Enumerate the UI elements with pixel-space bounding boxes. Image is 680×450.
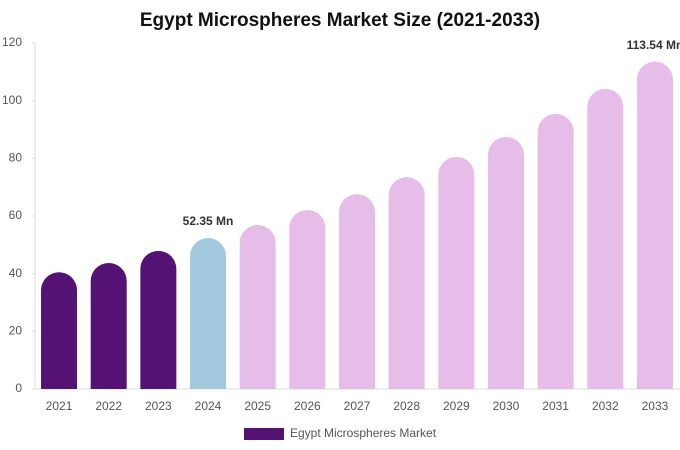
- x-tick-label: 2023: [145, 399, 172, 413]
- x-tick-label: 2033: [642, 399, 669, 413]
- bar: [239, 224, 276, 389]
- y-tick-label: 60: [9, 208, 23, 222]
- y-tick-label: 20: [9, 324, 23, 338]
- legend-label: Egypt Microspheres Market: [290, 426, 437, 440]
- chart-title: Egypt Microspheres Market Size (2021-203…: [140, 10, 540, 31]
- bar: [388, 177, 425, 389]
- bar: [140, 250, 177, 389]
- bar: [636, 61, 673, 389]
- x-tick-label: 2029: [443, 399, 470, 413]
- x-tick-label: 2031: [542, 399, 569, 413]
- bar: [41, 272, 78, 389]
- y-tick-label: 80: [9, 151, 23, 165]
- bar: [339, 194, 375, 389]
- y-tick-label: 120: [2, 35, 22, 49]
- x-tick-label: 2028: [393, 399, 420, 413]
- value-label: 52.35 Mn: [183, 214, 234, 228]
- bar: [190, 238, 227, 389]
- bar: [537, 113, 574, 389]
- x-tick-label: 2032: [592, 399, 619, 413]
- y-tick-label: 40: [9, 266, 23, 280]
- x-tick-label: 2026: [294, 399, 321, 413]
- x-tick-label: 2030: [493, 399, 520, 413]
- x-tick-label: 2025: [244, 399, 271, 413]
- x-tick-label: 2024: [195, 399, 222, 413]
- value-label: 113.54 Mn: [627, 38, 680, 52]
- y-tick-label: 100: [2, 93, 22, 107]
- bar: [587, 88, 624, 389]
- bar: [438, 156, 475, 389]
- bar: [289, 209, 326, 389]
- bar: [90, 262, 127, 389]
- x-tick-label: 2021: [46, 399, 73, 413]
- legend-swatch: [244, 428, 284, 440]
- x-tick-label: 2027: [344, 399, 371, 413]
- x-tick-label: 2022: [95, 399, 122, 413]
- y-tick-label: 0: [15, 381, 22, 395]
- bar: [487, 136, 524, 389]
